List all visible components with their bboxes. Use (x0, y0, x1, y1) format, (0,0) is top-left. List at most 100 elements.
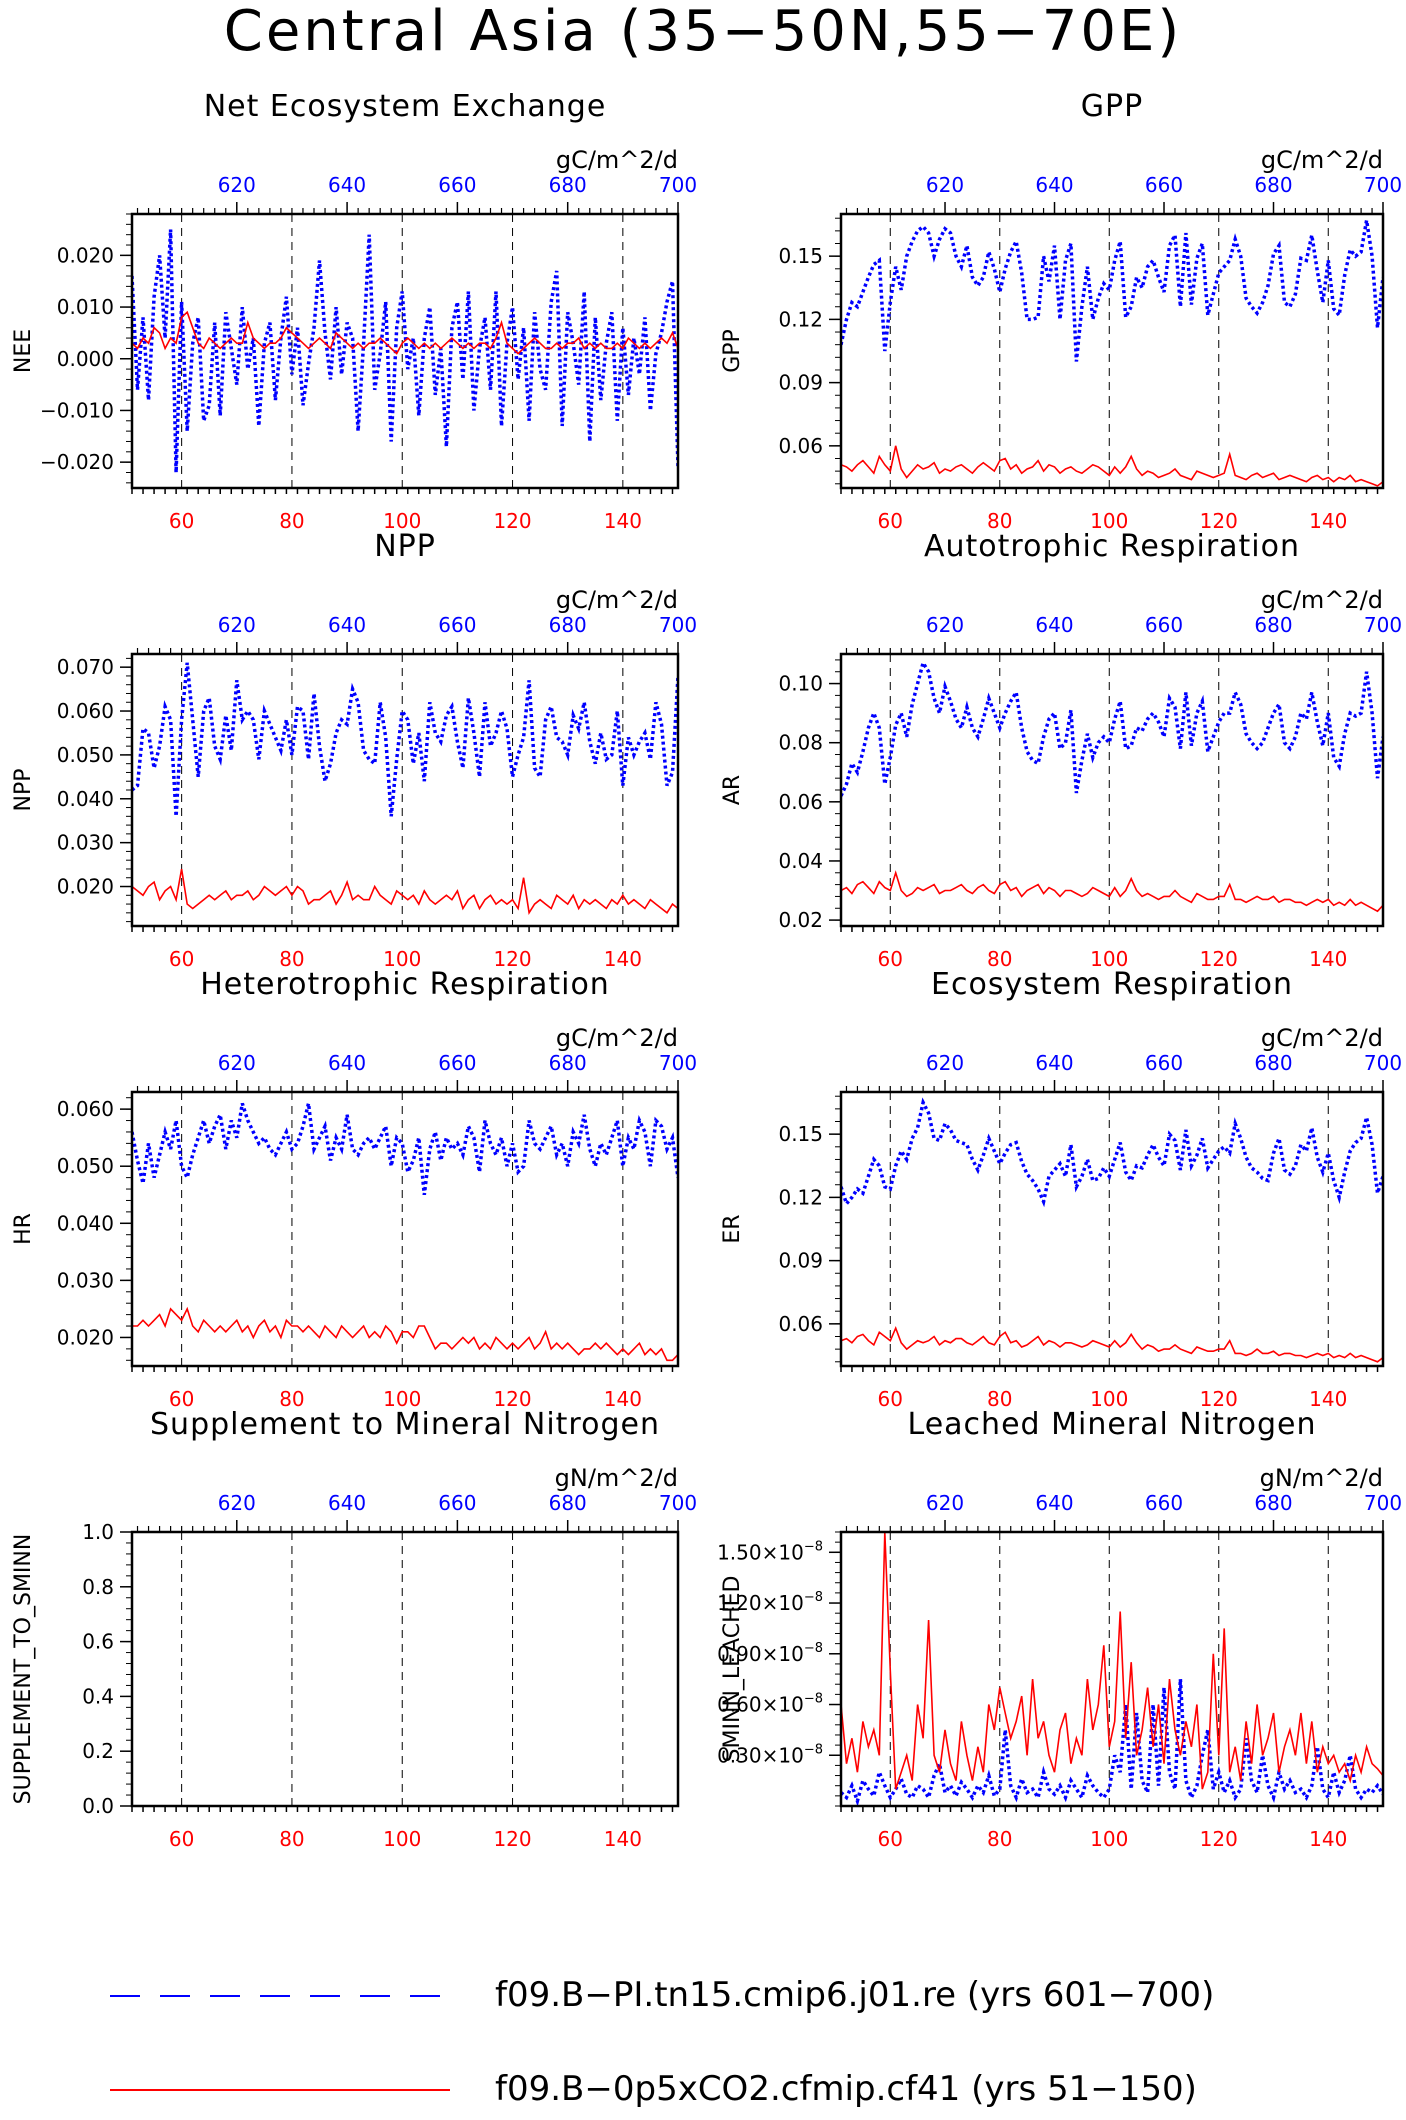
series-line-control (841, 658, 1383, 797)
x-tick-label: 80 (987, 947, 1012, 971)
x-top-tick-label: 700 (659, 1491, 697, 1515)
x-tick-label: 100 (1090, 947, 1128, 971)
chart-panel: Autotrophic Respiration gC/m^2/d 60 80 100 12… (720, 529, 1402, 971)
x-top-tick-label: 660 (438, 613, 476, 637)
plot-frame (839, 212, 1385, 490)
x-top-tick-label: 660 (438, 1491, 476, 1515)
series-line-experiment (841, 1532, 1383, 1790)
series-line-control (132, 1102, 678, 1196)
x-top-tick-label: 640 (328, 1491, 366, 1515)
plot-frame (839, 1090, 1385, 1368)
y-axis-label: AR (720, 775, 745, 805)
y-tick-label: 0.040 (57, 787, 114, 811)
x-tick-label: 140 (1309, 1827, 1347, 1851)
chart-panel: Supplement to Mineral Nitrogen gN/m^2/d 60… (11, 1407, 697, 1851)
x-tick-label: 140 (604, 947, 642, 971)
x-tick-label: 80 (987, 1827, 1012, 1851)
y-axis-label: ER (720, 1214, 745, 1243)
y-tick-label: −0.010 (40, 398, 114, 422)
panel-title: Net Ecosystem Exchange (204, 89, 607, 124)
x-top-tick-label: 700 (659, 173, 697, 197)
panel-units: gN/m^2/d (555, 1464, 678, 1492)
y-tick-label: 0.020 (57, 1325, 114, 1349)
panel-title: Heterotrophic Respiration (200, 967, 610, 1002)
series-line-experiment (132, 310, 678, 355)
y-axis-label: NPP (11, 769, 36, 812)
chart-panel: Leached Mineral Nitrogen gN/m^2/d 60 80 100 1… (717, 1407, 1402, 1851)
y-tick-label: 1.0 (82, 1520, 114, 1544)
y-tick-label: 0.040 (57, 1211, 114, 1235)
panel-title: Ecosystem Respiration (931, 967, 1293, 1002)
y-tick-label: 0.060 (57, 699, 114, 723)
panel-units: gC/m^2/d (556, 146, 678, 174)
x-tick-label: 120 (1200, 1827, 1238, 1851)
x-top-tick-label: 700 (1364, 613, 1402, 637)
y-tick-label: −0.020 (40, 450, 114, 474)
x-top-tick-label: 700 (1364, 1051, 1402, 1075)
y-tick-label: 0.4 (82, 1684, 114, 1708)
series-line-control (841, 219, 1383, 362)
x-tick-label: 140 (604, 1387, 642, 1411)
y-tick-label: 0.0 (82, 1794, 114, 1818)
x-tick-label: 140 (1309, 947, 1347, 971)
x-tick-label: 120 (493, 947, 531, 971)
y-tick-label: 0.8 (82, 1575, 114, 1599)
x-tick-label: 60 (878, 947, 903, 971)
x-tick-label: 100 (383, 947, 421, 971)
x-top-tick-label: 700 (659, 613, 697, 637)
legend-label-series-2: f09.B−0p5xCO2.cfmip.cf41 (yrs 51−150) (495, 2069, 1197, 2109)
x-top-tick-label: 680 (549, 1051, 587, 1075)
plot-frame (130, 1530, 680, 1808)
y-axis-label: HR (11, 1213, 36, 1245)
y-tick-label: 0.15 (778, 1122, 823, 1146)
x-tick-label: 140 (604, 509, 642, 533)
x-tick-label: 60 (878, 1827, 903, 1851)
y-tick-label: 0.020 (57, 243, 114, 267)
x-top-tick-label: 640 (328, 1051, 366, 1075)
panel-units: gC/m^2/d (556, 586, 678, 614)
chart-panels: Net Ecosystem Exchange gC/m^2/d 60 80 100 120… (11, 89, 1402, 1851)
y-tick-label: 0.6 (82, 1630, 114, 1654)
y-tick-label: 0.2 (82, 1739, 114, 1763)
chart-panel: Ecosystem Respiration gC/m^2/d 60 80 100 120 1… (720, 967, 1402, 1411)
x-tick-label: 80 (279, 1387, 304, 1411)
x-tick-label: 140 (604, 1827, 642, 1851)
y-tick-label: 0.02 (778, 908, 823, 932)
x-tick-label: 60 (169, 1827, 194, 1851)
x-tick-label: 60 (169, 509, 194, 533)
x-top-tick-label: 620 (218, 1051, 256, 1075)
panel-units: gC/m^2/d (1261, 1024, 1383, 1052)
x-top-tick-label: 660 (1145, 173, 1183, 197)
panel-units: gN/m^2/d (1260, 1464, 1383, 1492)
x-top-tick-label: 640 (1035, 1491, 1073, 1515)
panel-units: gC/m^2/d (1261, 146, 1383, 174)
y-tick-label: 0.030 (57, 1268, 114, 1292)
series-line-experiment (841, 1325, 1383, 1363)
x-tick-label: 100 (1090, 1387, 1128, 1411)
x-top-tick-label: 700 (1364, 1491, 1402, 1515)
y-axis-label: SUPPLEMENT_TO_SMINN (11, 1534, 36, 1805)
x-tick-label: 60 (169, 1387, 194, 1411)
y-tick-label: 0.020 (57, 875, 114, 899)
plot-frame (130, 652, 680, 928)
x-top-tick-label: 620 (926, 173, 964, 197)
panel-title: Autotrophic Respiration (924, 529, 1300, 564)
x-tick-label: 60 (169, 947, 194, 971)
panel-title: Leached Mineral Nitrogen (908, 1407, 1317, 1442)
plot-frame (130, 1090, 680, 1368)
y-tick-label: 0.12 (778, 1185, 823, 1209)
plot-frame (839, 652, 1385, 928)
x-tick-label: 120 (493, 1387, 531, 1411)
y-tick-label: 0.15 (778, 244, 823, 268)
y-tick-label: 0.000 (57, 347, 114, 371)
y-tick-label: 0.06 (778, 1312, 823, 1336)
x-top-tick-label: 640 (1035, 173, 1073, 197)
x-top-tick-label: 640 (328, 613, 366, 637)
y-tick-label: 0.06 (778, 434, 823, 458)
x-tick-label: 80 (987, 1387, 1012, 1411)
x-tick-label: 120 (1200, 947, 1238, 971)
x-tick-label: 100 (383, 1387, 421, 1411)
chart-panel: Heterotrophic Respiration gC/m^2/d 60 80 100… (11, 967, 697, 1411)
series-line-experiment (132, 1306, 678, 1362)
